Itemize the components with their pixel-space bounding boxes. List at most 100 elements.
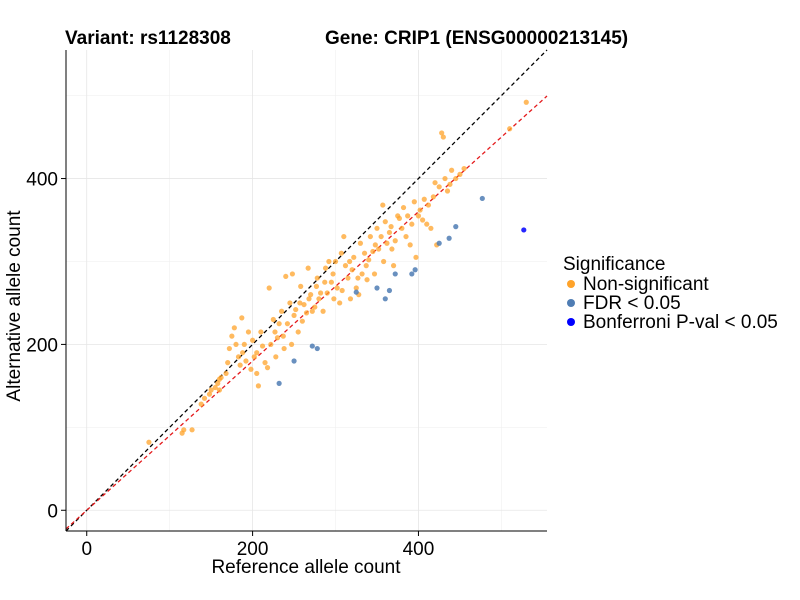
series-fdr-0-05 [276,195,485,386]
data-point [235,354,242,360]
data-point [449,167,455,173]
data-point [276,380,282,386]
data-point [288,341,295,348]
data-point [381,258,387,265]
data-point [330,271,336,277]
data-point [386,287,393,294]
data-point [400,204,407,211]
data-point [415,213,422,219]
reference-line-identity [65,49,548,532]
data-point [303,310,310,316]
data-point [268,341,274,348]
legend-label-2: Bonferroni P-val < 0.05 [583,312,778,333]
data-point [334,285,340,291]
data-point [299,318,305,324]
data-point [345,275,351,281]
data-point [374,285,380,291]
data-point [226,345,232,352]
data-point [347,258,353,265]
data-point [407,242,413,248]
data-point [264,365,271,371]
data-point [316,296,322,302]
data-point [312,304,318,310]
data-point [507,126,513,132]
data-point [198,401,204,407]
data-point [225,360,231,366]
data-point [353,285,359,291]
x-tick-label: 0 [81,539,92,560]
data-point [382,296,388,302]
data-point [392,238,398,244]
data-point [320,308,326,314]
data-point [479,195,485,202]
data-point [272,329,278,335]
y-tick-label: 200 [26,335,58,356]
data-point [399,225,405,231]
data-point [313,283,320,289]
data-point [181,427,187,433]
data-point [347,296,354,302]
data-point [245,329,252,335]
data-point [266,285,272,291]
data-point [461,165,467,172]
data-point [367,233,373,240]
data-point [339,287,345,294]
data-point [309,308,315,314]
data-point [331,296,337,302]
data-point [420,217,426,223]
data-point [430,194,436,200]
data-point [523,99,529,105]
data-point [233,341,239,348]
data-point [355,275,361,281]
data-point [241,341,247,348]
data-point [444,188,451,194]
series-bonferroni-p-val-0-05 [521,227,527,233]
data-point [396,215,402,221]
data-point [283,273,289,280]
data-point [421,196,427,202]
data-point [322,265,329,271]
data-point [338,250,344,256]
chart-title-gene: Gene: CRIP1 (ENSG00000213145) [325,28,628,49]
data-point [417,207,423,213]
data-point [259,343,266,349]
data-point [293,306,299,313]
data-point [378,233,384,240]
data-point [254,350,260,356]
x-axis-ticks: 0 200 400 [81,531,434,560]
data-point [254,370,260,377]
data-point [342,263,349,269]
data-point [280,333,286,339]
data-point [453,224,459,230]
data-point [457,171,463,177]
data-point [262,360,268,366]
data-point [351,254,357,260]
data-point [376,246,382,252]
data-point [189,427,195,433]
data-point [273,354,279,360]
data-point [436,184,442,190]
data-point [249,337,256,343]
data-point [212,384,218,391]
data-point [409,271,415,277]
data-point [284,321,291,327]
series-non-significant [146,99,529,445]
data-point [392,271,398,277]
data-point [326,258,332,265]
data-point [243,358,249,364]
y-tick-label: 400 [26,170,58,191]
data-point [289,271,296,277]
data-point [146,439,152,445]
data-point [411,199,417,205]
legend-swatch-0 [567,280,575,288]
data-point [239,315,245,321]
data-point [389,246,395,252]
data-point [274,335,281,341]
y-axis-ticks: 0 200 400 [26,170,66,522]
data-point [324,290,330,296]
data-point [366,257,372,263]
data-point [364,277,370,283]
data-point [374,225,380,231]
data-point [301,301,307,308]
